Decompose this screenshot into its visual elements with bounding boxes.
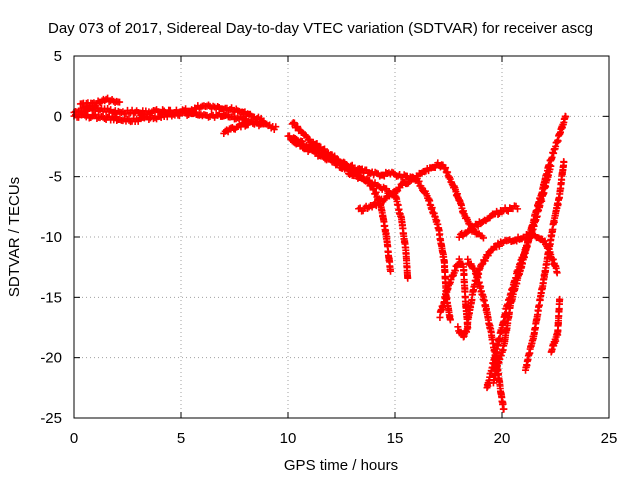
data-point — [313, 140, 321, 148]
data-point — [396, 184, 404, 192]
data-point — [471, 265, 479, 273]
data-point — [294, 123, 302, 131]
data-point — [244, 121, 252, 129]
series-track-n — [522, 158, 568, 374]
series-track-d — [220, 119, 252, 137]
data-point — [454, 323, 462, 331]
data-point — [514, 205, 522, 213]
data-point — [228, 104, 236, 112]
data-point — [387, 267, 395, 275]
x-tick-label: 10 — [280, 430, 297, 447]
data-point — [272, 123, 280, 131]
data-point — [321, 145, 329, 153]
data-point — [415, 177, 423, 185]
series-track-i — [436, 255, 472, 341]
data-point — [562, 113, 570, 121]
data-point — [145, 115, 153, 123]
data-point — [455, 255, 463, 263]
data-point — [298, 137, 306, 145]
data-point — [365, 176, 373, 184]
data-point — [257, 114, 265, 122]
data-point — [406, 177, 414, 185]
data-point — [134, 117, 142, 125]
x-tick-label: 15 — [387, 430, 404, 447]
data-point — [321, 151, 329, 159]
series-track-g — [284, 132, 454, 324]
series-track-b — [70, 108, 280, 133]
chart-title: Day 073 of 2017, Sidereal Day-to-day VTE… — [48, 20, 593, 37]
data-point — [446, 316, 454, 324]
data-point — [116, 98, 124, 106]
y-tick-label: 5 — [54, 48, 62, 65]
data-point — [285, 132, 293, 140]
data-point — [500, 405, 508, 413]
data-point — [323, 150, 331, 158]
series-track-p — [455, 202, 522, 241]
x-axis-label: GPS time / hours — [284, 457, 398, 474]
x-tick-label: 5 — [177, 430, 185, 447]
data-point — [553, 269, 561, 277]
y-tick-label: -15 — [40, 289, 62, 306]
data-point — [404, 274, 412, 282]
y-tick-label: -5 — [49, 169, 62, 186]
data-point — [302, 132, 310, 140]
y-axis-label: SDTVAR / TECUs — [6, 177, 23, 297]
x-tick-label: 25 — [601, 430, 618, 447]
series-track-h — [355, 159, 487, 242]
data-point — [494, 210, 502, 218]
y-tick-label: -25 — [40, 410, 62, 427]
plot-area — [70, 94, 570, 413]
y-tick-label: 0 — [54, 108, 62, 125]
data-point — [455, 327, 463, 335]
data-point — [392, 188, 400, 196]
x-tick-label: 20 — [494, 430, 511, 447]
series-track-m — [489, 112, 570, 387]
plot-frame — [73, 55, 610, 419]
data-point — [464, 255, 472, 263]
data-point — [560, 158, 568, 166]
y-tick-label: -10 — [40, 229, 62, 246]
data-point — [479, 234, 487, 242]
data-point — [556, 295, 564, 303]
y-tick-label: -20 — [40, 350, 62, 367]
x-tick-label: 0 — [70, 430, 78, 447]
data-point — [290, 119, 298, 127]
series-track-c — [76, 94, 124, 110]
data-point — [252, 118, 260, 126]
series-track-e — [288, 119, 395, 275]
data-point — [348, 161, 356, 169]
series-track-o — [547, 295, 564, 356]
